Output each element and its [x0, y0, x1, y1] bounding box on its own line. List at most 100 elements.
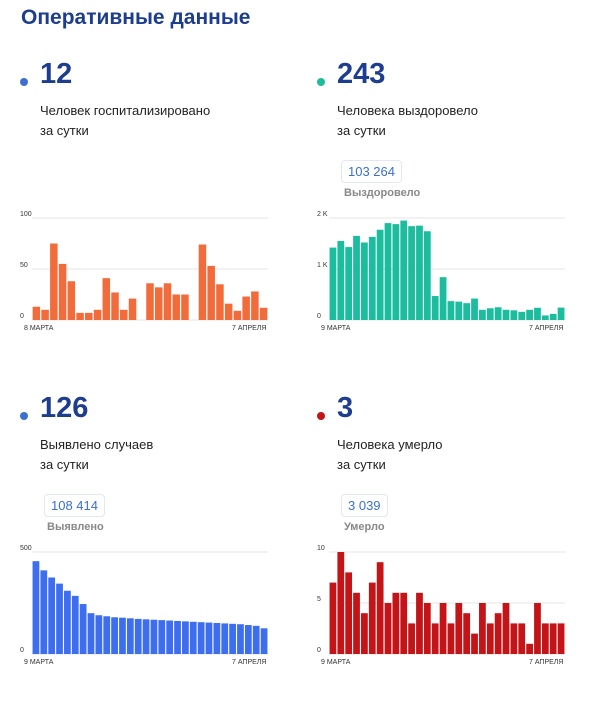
chart-bar: [163, 283, 172, 320]
chart-bar: [221, 623, 229, 654]
chart-bar: [471, 298, 478, 320]
chart-bar: [392, 592, 400, 654]
chart-bar: [557, 623, 565, 654]
chart-bar: [534, 307, 541, 320]
chart-bar: [337, 240, 345, 320]
chart-bar: [237, 624, 244, 654]
x-end-label: 7 АПРЕЛЯ: [529, 659, 563, 666]
desc-line-1: Человека выздоровело: [337, 103, 478, 118]
recovered-description: Человека выздоровело за сутки: [337, 101, 567, 141]
y-tick-label: 0: [20, 313, 24, 320]
chart-bar: [502, 603, 510, 654]
desc-line-1: Человека умерло: [337, 437, 443, 452]
chart-bar: [431, 623, 439, 654]
chart-bar: [353, 592, 360, 654]
chart-bar: [198, 244, 207, 320]
died-description: Человека умерло за сутки: [337, 435, 567, 475]
hospitalized-count: 12: [40, 58, 73, 90]
y-tick-label: 10: [317, 545, 325, 552]
chart-bar: [494, 307, 502, 320]
chart-bar: [384, 223, 392, 320]
chart-bar: [197, 622, 205, 654]
detected-total-label: Выявлено: [47, 521, 104, 533]
chart-bar: [172, 294, 180, 320]
chart-bar: [439, 277, 447, 320]
y-tick-label: 2 K: [317, 211, 328, 218]
chart-bar: [154, 287, 163, 320]
chart-bar: [400, 220, 408, 320]
died-count: 3: [337, 392, 354, 424]
chart-bar: [463, 613, 471, 654]
chart-bar: [455, 301, 463, 320]
chart-bar: [71, 595, 79, 654]
chart-bar: [103, 616, 111, 654]
chart-bar: [229, 623, 236, 654]
chart-bar: [189, 621, 197, 654]
chart-bar: [233, 310, 242, 320]
chart-bar: [207, 265, 215, 320]
x-end-label: 7 АПРЕЛЯ: [529, 325, 563, 332]
bar-chart: 10 5 09 МАРТА 7 АПРЕЛЯ: [317, 545, 565, 666]
chart-bar: [486, 308, 494, 320]
bullet-dot: [20, 78, 28, 86]
bullet-dot: [317, 412, 325, 420]
chart-bar: [181, 294, 189, 320]
died-chart: 10 5 0 9 МАРТА 7 АПРЕЛЯ: [317, 545, 567, 666]
y-tick-label: 0: [317, 313, 321, 320]
detected-chart: 500 0 9 МАРТА 7 АПРЕЛЯ: [20, 545, 270, 666]
detected-description: Выявлено случаев за сутки: [40, 435, 270, 475]
x-start-label: 8 МАРТА: [24, 325, 54, 332]
chart-bar: [182, 621, 189, 654]
chart-bar: [95, 615, 103, 654]
desc-line-2: за сутки: [337, 123, 386, 138]
desc-line-2: за сутки: [337, 457, 386, 472]
chart-bar: [541, 623, 549, 654]
y-tick-label: 0: [317, 647, 321, 654]
chart-bar: [79, 604, 87, 654]
chart-bar: [345, 572, 353, 654]
chart-bar: [40, 570, 48, 654]
chart-bar: [174, 620, 181, 654]
chart-bar: [510, 623, 518, 654]
chart-bar: [32, 561, 40, 654]
chart-bar: [408, 226, 415, 320]
chart-bar: [126, 618, 134, 654]
chart-bar: [353, 235, 360, 320]
chart-bar: [337, 552, 345, 654]
chart-bar: [541, 315, 549, 320]
recovered-count: 243: [337, 58, 386, 90]
bar-chart: 500 09 МАРТА 7 АПРЕЛЯ: [20, 545, 268, 666]
chart-bar: [329, 582, 337, 654]
chart-bar: [205, 622, 213, 654]
y-tick-label: 100: [20, 211, 32, 218]
chart-bar: [251, 291, 259, 320]
recovered-total: 103 264: [341, 160, 402, 183]
x-end-label: 7 АПРЕЛЯ: [232, 325, 266, 332]
x-start-label: 9 МАРТА: [321, 325, 351, 332]
chart-bar: [111, 617, 118, 654]
chart-bar: [400, 592, 408, 654]
page-title: Оперативные данные: [21, 6, 251, 29]
chart-bar: [244, 625, 252, 654]
bullet-dot: [317, 78, 325, 86]
died-total-label: Умерло: [344, 521, 385, 533]
hospitalized-description: Человек госпитализировано за сутки: [40, 101, 270, 141]
chart-bar: [384, 603, 392, 654]
chart-bar: [242, 296, 250, 320]
recovered-total-label: Выздоровело: [344, 187, 421, 199]
detected-total: 108 414: [44, 494, 105, 517]
hospitalized-chart: 100 50 0 8 МАРТА 7 АПРЕЛЯ: [20, 211, 270, 332]
chart-bar: [447, 623, 455, 654]
desc-line-2: за сутки: [40, 123, 89, 138]
chart-bar: [510, 310, 518, 320]
chart-bar: [259, 307, 268, 320]
chart-bar: [549, 313, 557, 320]
chart-bar: [56, 583, 63, 654]
chart-bar: [67, 281, 76, 320]
chart-bar: [368, 582, 376, 654]
chart-bar: [486, 623, 494, 654]
chart-bar: [361, 613, 368, 654]
detected-count: 126: [40, 392, 89, 424]
y-tick-label: 0: [20, 647, 24, 654]
